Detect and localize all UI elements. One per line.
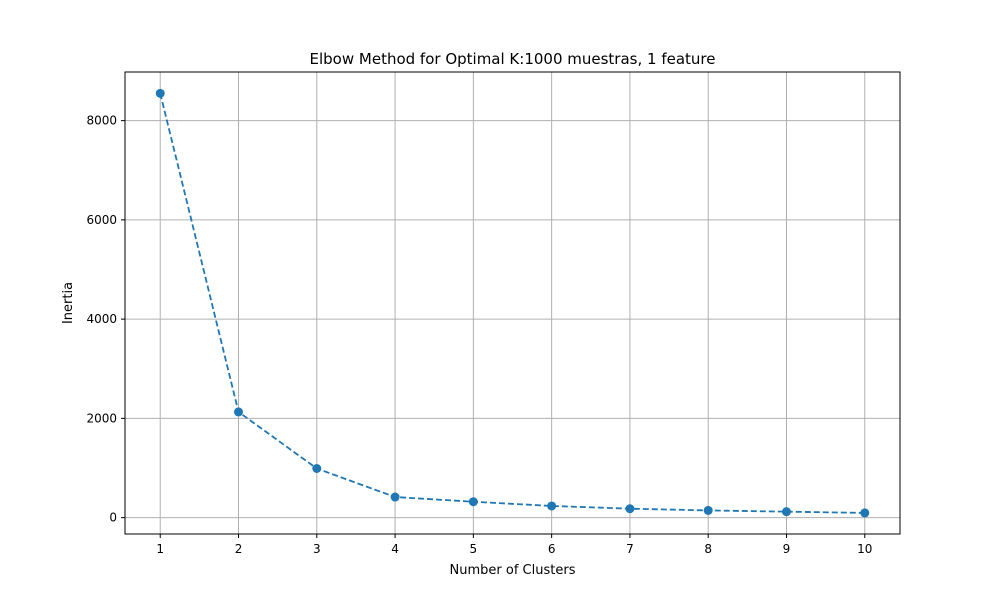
data-point — [625, 504, 635, 514]
data-point — [860, 508, 870, 518]
x-tick-label: 9 — [783, 542, 791, 556]
data-point — [390, 492, 400, 502]
y-tick-label: 2000 — [86, 411, 117, 425]
x-tick-label: 2 — [235, 542, 243, 556]
x-tick-label: 4 — [391, 542, 399, 556]
y-axis-label: Inertia — [61, 282, 76, 324]
x-tick-label: 6 — [548, 542, 556, 556]
data-point — [547, 501, 557, 511]
data-point — [703, 505, 713, 515]
ticks: 1 2 3 4 5 6 7 8 9 10 0 2000 4000 6000 8000 — [86, 114, 872, 556]
x-axis-label: Number of Clusters — [450, 563, 576, 578]
y-tick-label: 8000 — [86, 114, 117, 128]
data-point — [468, 497, 478, 507]
x-tick-label: 5 — [470, 542, 478, 556]
x-tick-label: 3 — [313, 542, 321, 556]
plot-area — [155, 88, 870, 518]
data-point — [234, 407, 244, 417]
data-point — [781, 507, 791, 517]
axes-frame — [124, 71, 901, 535]
grid — [125, 72, 900, 534]
x-tick-label: 1 — [156, 542, 164, 556]
y-tick-label: 4000 — [86, 312, 117, 326]
y-tick-label: 0 — [109, 511, 117, 525]
x-tick-label: 7 — [626, 542, 634, 556]
data-point — [312, 463, 322, 473]
y-tick-label: 6000 — [86, 213, 117, 227]
data-point — [155, 88, 165, 98]
series-line — [159, 93, 865, 514]
chart-title: Elbow Method for Optimal K:1000 muestras… — [310, 50, 716, 68]
x-tick-label: 10 — [857, 542, 872, 556]
x-tick-label: 8 — [704, 542, 712, 556]
